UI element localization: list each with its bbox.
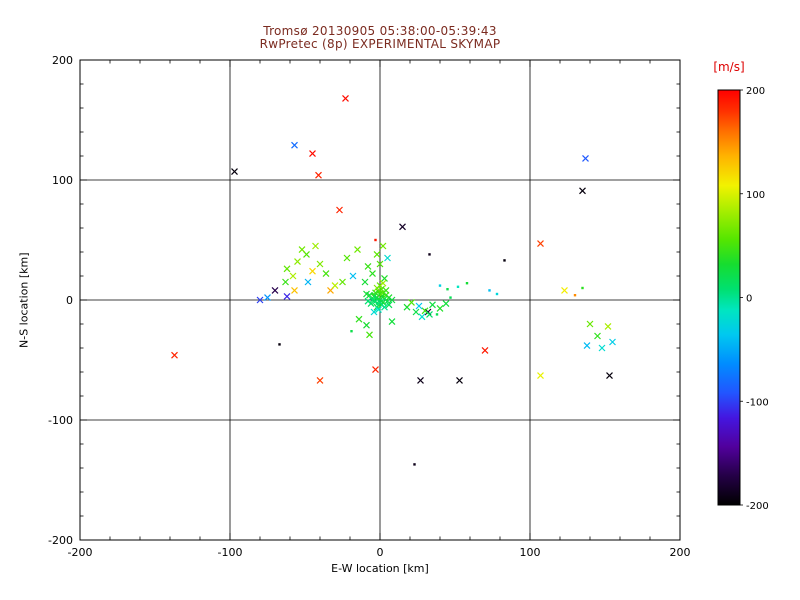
svg-text:200: 200: [746, 86, 765, 97]
plot-title: Tromsø 20130905 05:38:00-05:39:43: [263, 24, 497, 38]
svg-text:-100: -100: [746, 397, 769, 408]
svg-text:200: 200: [52, 54, 73, 67]
svg-text:100: 100: [52, 174, 73, 187]
svg-text:-200: -200: [68, 546, 93, 559]
svg-text:-100: -100: [218, 546, 243, 559]
plot-subtitle: RwPretec (8p) EXPERIMENTAL SKYMAP: [259, 37, 501, 51]
svg-text:0: 0: [746, 294, 752, 305]
svg-text:-200: -200: [746, 501, 769, 512]
svg-text:100: 100: [746, 190, 765, 201]
svg-text:0: 0: [377, 546, 384, 559]
svg-text:200: 200: [670, 546, 691, 559]
svg-text:0: 0: [66, 294, 73, 307]
svg-text:-100: -100: [48, 414, 73, 427]
x-axis-label: E-W location [km]: [331, 562, 429, 575]
colorbar-units-label: [m/s]: [713, 60, 745, 74]
svg-text:100: 100: [520, 546, 541, 559]
svg-text:-200: -200: [48, 534, 73, 547]
